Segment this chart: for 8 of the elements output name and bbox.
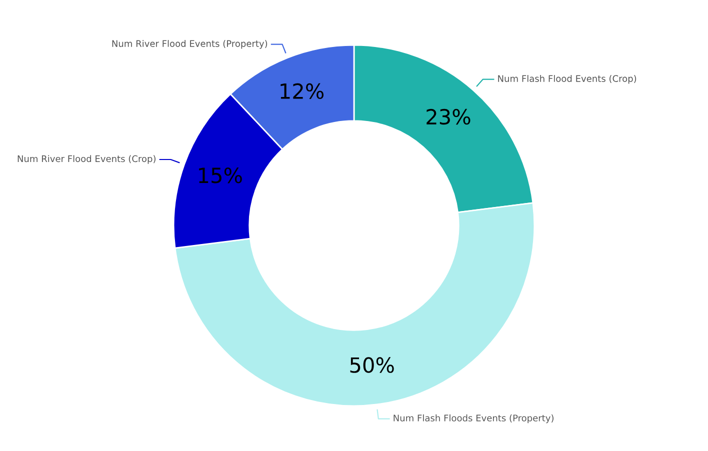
slice-label: Num River Flood Events (Crop) (18, 155, 156, 164)
data-label: 50% (350, 357, 394, 373)
data-label: 23% (426, 108, 470, 125)
data-label: 12% (280, 83, 324, 100)
slice-label: Num River Flood Events (Property) (112, 40, 268, 49)
slice-label: Num Flash Flood Events (Crop) (498, 74, 636, 84)
data-label: 15% (199, 168, 242, 184)
slice-label: Num Flash Floods Events (Property) (394, 414, 554, 424)
